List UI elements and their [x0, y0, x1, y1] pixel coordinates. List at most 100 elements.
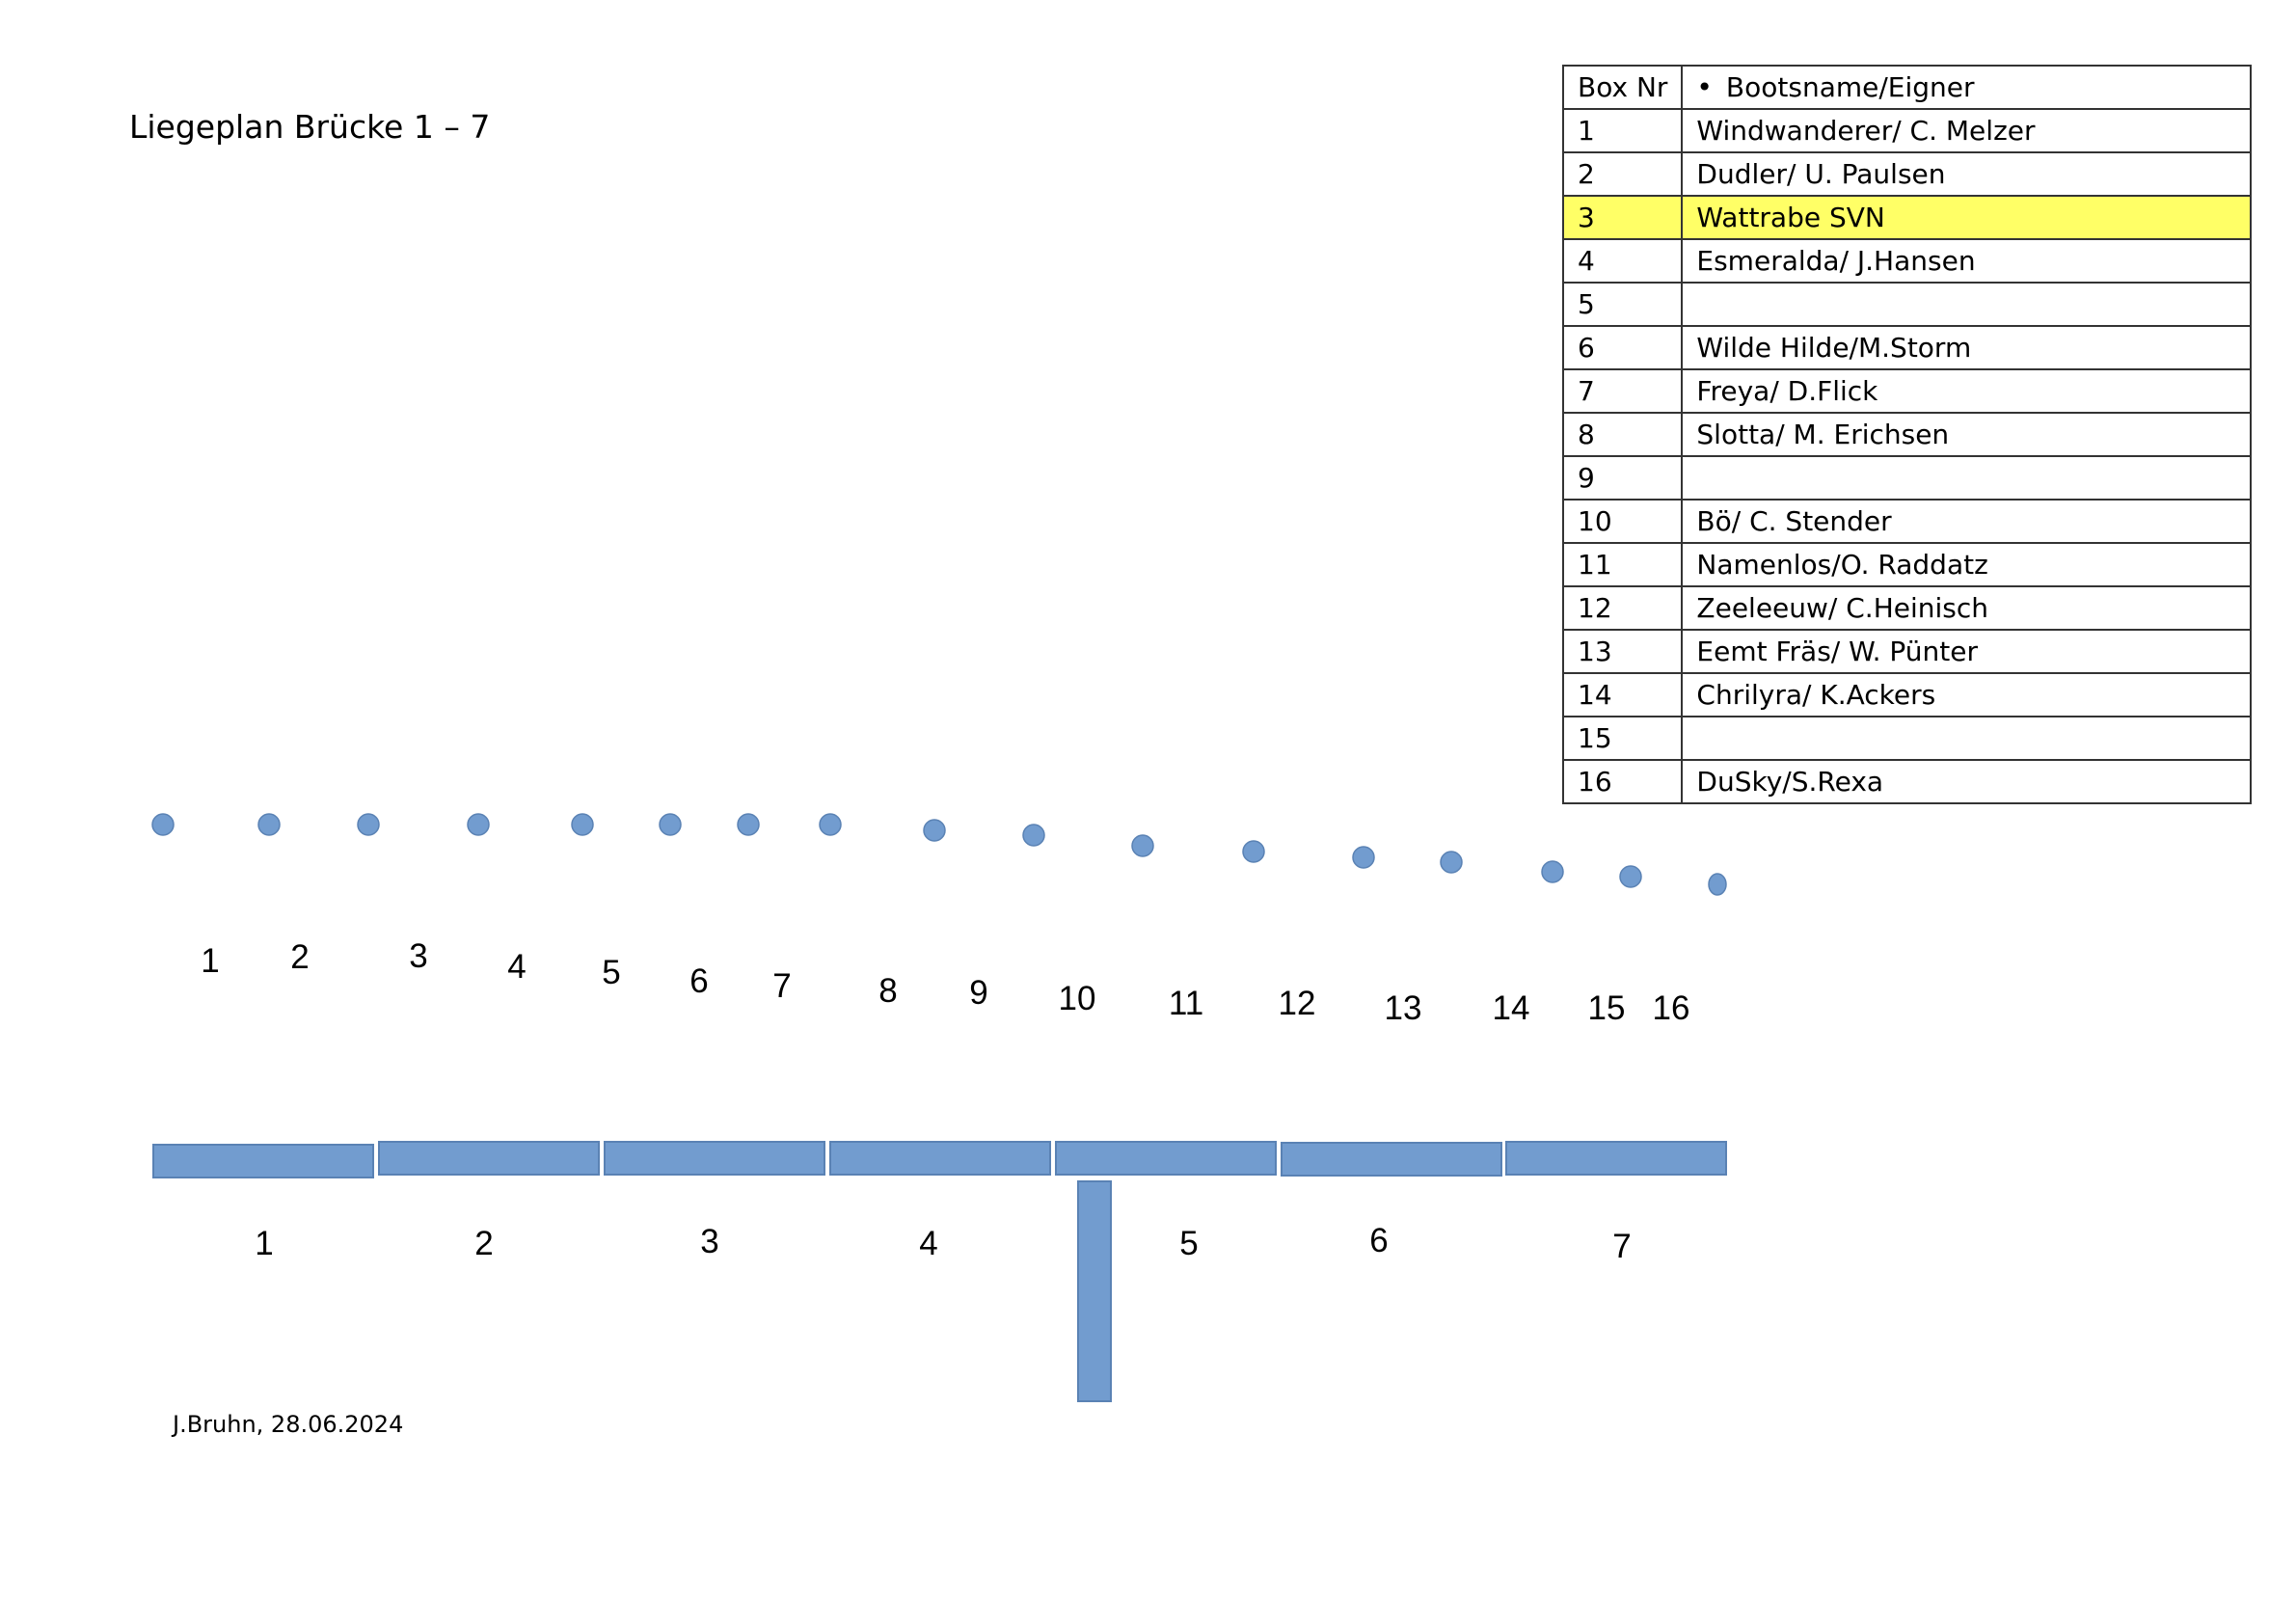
table-row: 7 Freya/ D.Flick	[1561, 368, 2252, 414]
box-nr-cell: 8	[1561, 412, 1684, 457]
table-row: 6 Wilde Hilde/M.Storm	[1561, 325, 2252, 370]
mooring-post	[923, 819, 946, 842]
pier-section	[604, 1141, 825, 1176]
page-title: Liegeplan Brücke 1 – 7	[129, 108, 491, 146]
table-row: 13 Eemt Fräs/ W. Pünter	[1561, 629, 2252, 674]
author-date: J.Bruhn, 28.06.2024	[173, 1411, 404, 1438]
header-box-nr: Box Nr	[1561, 65, 1684, 110]
pier-section	[1055, 1141, 1277, 1176]
pier-stem	[1077, 1180, 1112, 1402]
mooring-post	[1440, 851, 1463, 874]
box-nr-cell: 15	[1561, 716, 1684, 761]
table-row: 11 Namenlos/O. Raddatz	[1561, 542, 2252, 587]
box-number-label: 2	[290, 938, 310, 976]
box-number-label: 5	[602, 954, 621, 991]
box-nr-cell: 14	[1561, 672, 1684, 717]
box-number-label: 16	[1652, 989, 1690, 1027]
box-nr-cell: 16	[1561, 759, 1684, 804]
pier-number-label: 2	[474, 1225, 494, 1262]
mooring-post	[467, 813, 490, 836]
table-row: 10 Bö/ C. Stender	[1561, 499, 2252, 544]
pier-number-label: 5	[1179, 1225, 1199, 1262]
mooring-post	[1131, 834, 1154, 857]
mooring-post	[1242, 840, 1265, 863]
pier-section	[829, 1141, 1051, 1176]
boat-owner-cell	[1681, 455, 2252, 501]
box-nr-cell: 3	[1561, 195, 1684, 240]
pier-section	[152, 1144, 374, 1178]
box-number-label: 6	[689, 962, 709, 1000]
table-row: 16 DuSky/S.Rexa	[1561, 759, 2252, 804]
pier-section	[1505, 1141, 1727, 1176]
boat-owner-cell: Windwanderer/ C. Melzer	[1681, 108, 2252, 153]
box-number-label: 9	[969, 974, 988, 1012]
mooring-post	[1619, 865, 1642, 888]
mooring-post	[1708, 873, 1727, 896]
boat-owner-cell: Dudler/ U. Paulsen	[1681, 151, 2252, 197]
box-nr-cell: 4	[1561, 238, 1684, 284]
box-nr-cell: 2	[1561, 151, 1684, 197]
table-row: 12 Zeeleeuw/ C.Heinisch	[1561, 585, 2252, 631]
box-number-label: 1	[201, 942, 220, 980]
table-row: 14 Chrilyra/ K.Ackers	[1561, 672, 2252, 717]
boat-owner-cell	[1681, 282, 2252, 327]
boat-owner-cell: Bö/ C. Stender	[1681, 499, 2252, 544]
box-nr-cell: 5	[1561, 282, 1684, 327]
pier-number-label: 6	[1369, 1222, 1389, 1259]
box-number-label: 7	[772, 967, 792, 1005]
box-nr-cell: 10	[1561, 499, 1684, 544]
box-number-label: 8	[878, 972, 898, 1010]
box-nr-cell: 13	[1561, 629, 1684, 674]
table-header-row: Box Nr Bootsname/Eigner	[1561, 65, 2252, 110]
boat-owner-cell: Zeeleeuw/ C.Heinisch	[1681, 585, 2252, 631]
table-row: 8 Slotta/ M. Erichsen	[1561, 412, 2252, 457]
pier-number-label: 4	[919, 1225, 938, 1262]
mooring-post	[737, 813, 760, 836]
table-row: 4 Esmeralda/ J.Hansen	[1561, 238, 2252, 284]
box-nr-cell: 1	[1561, 108, 1684, 153]
boat-owner-cell: Wilde Hilde/M.Storm	[1681, 325, 2252, 370]
boat-owner-cell: Chrilyra/ K.Ackers	[1681, 672, 2252, 717]
boat-owner-cell: Esmeralda/ J.Hansen	[1681, 238, 2252, 284]
box-number-label: 11	[1168, 985, 1204, 1022]
table-row: 1 Windwanderer/ C. Melzer	[1561, 108, 2252, 153]
header-boat-owner: Bootsname/Eigner	[1681, 65, 2252, 110]
table-row: 15	[1561, 716, 2252, 761]
box-nr-cell: 9	[1561, 455, 1684, 501]
boat-owner-cell: DuSky/S.Rexa	[1681, 759, 2252, 804]
box-nr-cell: 7	[1561, 368, 1684, 414]
mooring-post	[659, 813, 682, 836]
box-nr-cell: 12	[1561, 585, 1684, 631]
mooring-post	[819, 813, 842, 836]
pier-section	[1281, 1142, 1502, 1177]
pier-section	[378, 1141, 600, 1176]
box-number-label: 15	[1587, 989, 1626, 1027]
mooring-post	[571, 813, 594, 836]
box-number-label: 14	[1492, 989, 1530, 1027]
mooring-post	[1352, 846, 1375, 869]
box-number-label: 12	[1278, 985, 1316, 1022]
box-number-label: 13	[1384, 989, 1422, 1027]
mooring-post	[1541, 860, 1564, 883]
boat-owner-cell: Wattrabe SVN	[1681, 195, 2252, 240]
mooring-post	[357, 813, 380, 836]
pier-number-label: 3	[700, 1223, 719, 1260]
table-row: 3 Wattrabe SVN	[1561, 195, 2252, 240]
boat-owner-cell: Namenlos/O. Raddatz	[1681, 542, 2252, 587]
pier-number-label: 7	[1612, 1228, 1632, 1265]
boat-owner-cell: Eemt Fräs/ W. Pünter	[1681, 629, 2252, 674]
table-row: 9	[1561, 455, 2252, 501]
table-row: 5	[1561, 282, 2252, 327]
boat-owner-cell: Freya/ D.Flick	[1681, 368, 2252, 414]
box-number-label: 10	[1058, 980, 1096, 1017]
mooring-post	[1022, 824, 1045, 847]
pier-number-label: 1	[255, 1225, 274, 1262]
mooring-post	[151, 813, 175, 836]
table-row: 2 Dudler/ U. Paulsen	[1561, 151, 2252, 197]
box-nr-cell: 11	[1561, 542, 1684, 587]
mooring-post	[257, 813, 281, 836]
boat-owner-cell: Slotta/ M. Erichsen	[1681, 412, 2252, 457]
boat-owner-cell	[1681, 716, 2252, 761]
